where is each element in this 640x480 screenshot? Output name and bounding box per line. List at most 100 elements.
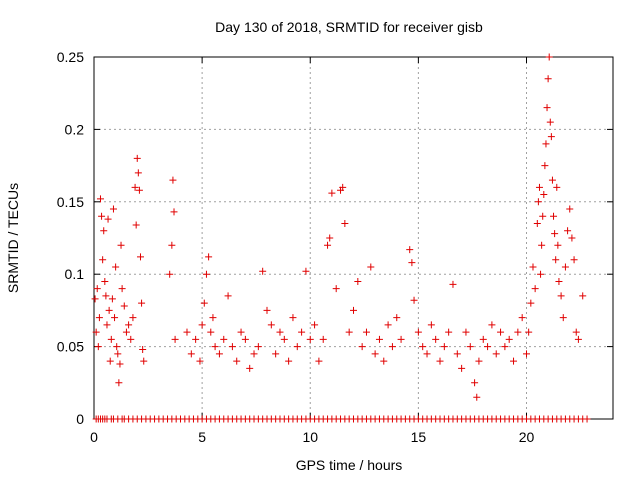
- data-point: [545, 53, 553, 61]
- data-point: [559, 314, 567, 322]
- data-point: [125, 321, 133, 329]
- data-point: [134, 169, 142, 177]
- data-point: [514, 328, 522, 336]
- data-point: [548, 176, 556, 184]
- data-point: [171, 335, 179, 343]
- x-tick-label: 20: [519, 429, 535, 445]
- data-point: [183, 328, 191, 336]
- data-point: [375, 335, 383, 343]
- data-point: [118, 285, 126, 293]
- data-point: [475, 357, 483, 365]
- data-point: [350, 306, 357, 314]
- data-point: [100, 227, 108, 235]
- data-point: [547, 133, 555, 141]
- data-point: [120, 302, 128, 310]
- data-point: [111, 314, 119, 322]
- data-point: [116, 360, 124, 368]
- data-point: [196, 357, 204, 365]
- data-point: [423, 350, 431, 358]
- data-point: [529, 263, 537, 271]
- data-point: [109, 205, 117, 213]
- data-point: [462, 328, 470, 336]
- data-point: [397, 335, 405, 343]
- data-point: [572, 328, 580, 336]
- data-point: [91, 295, 99, 303]
- data-point: [371, 350, 379, 358]
- data-point: [106, 357, 114, 365]
- y-tick-label: 0.05: [57, 339, 84, 355]
- data-point: [267, 321, 275, 329]
- data-point: [311, 321, 319, 329]
- data-point: [551, 230, 559, 238]
- data-point: [539, 212, 547, 220]
- data-point: [302, 267, 310, 275]
- data-point: [393, 314, 401, 322]
- data-point: [484, 343, 492, 351]
- data-point: [561, 263, 569, 271]
- data-point: [557, 292, 565, 300]
- data-point: [531, 285, 539, 293]
- data-point: [473, 393, 481, 401]
- data-point: [328, 189, 336, 197]
- data-point: [510, 357, 518, 365]
- data-point: [298, 328, 306, 336]
- data-point: [135, 186, 143, 194]
- data-point: [94, 343, 102, 351]
- y-tick-label: 0.2: [65, 121, 85, 137]
- x-tick-label: 15: [411, 429, 427, 445]
- data-point: [107, 335, 115, 343]
- chart-title: Day 130 of 2018, SRMTID for receiver gis…: [215, 19, 483, 35]
- data-point: [166, 270, 174, 278]
- data-point: [104, 215, 112, 223]
- data-point: [202, 270, 210, 278]
- data-point: [574, 335, 582, 343]
- data-point: [276, 328, 284, 336]
- data-point: [527, 299, 535, 307]
- data-point: [102, 292, 110, 300]
- data-point: [140, 357, 148, 365]
- data-point: [583, 415, 591, 423]
- data-point: [497, 328, 505, 336]
- data-point: [339, 183, 347, 191]
- data-point: [380, 357, 388, 365]
- data-point: [315, 357, 323, 365]
- data-point: [419, 343, 427, 351]
- data-point: [406, 246, 414, 254]
- data-point: [306, 335, 314, 343]
- data-point: [187, 350, 195, 358]
- data-point: [99, 256, 107, 264]
- data-point: [103, 321, 111, 329]
- axes: 0 5 10 15 20 0 0.05 0.1 0.15 0.2 0.25: [57, 49, 614, 445]
- data-point: [112, 263, 120, 271]
- data-point: [436, 357, 444, 365]
- data-point: [471, 379, 479, 387]
- data-point: [453, 350, 461, 358]
- data-point: [568, 234, 576, 242]
- data-point: [388, 343, 396, 351]
- y-axis-label: SRMTID / TECUs: [5, 183, 21, 293]
- grid: [94, 57, 613, 419]
- x-tick-label: 10: [302, 429, 318, 445]
- data-point: [408, 259, 416, 267]
- data-point: [492, 350, 500, 358]
- data-point: [466, 343, 474, 351]
- data-point: [554, 241, 562, 249]
- data-point: [534, 198, 542, 206]
- data-point: [445, 328, 453, 336]
- data-point: [224, 292, 232, 300]
- x-tick-label: 5: [198, 429, 206, 445]
- data-point: [133, 154, 141, 162]
- data-point: [553, 183, 561, 191]
- data-point: [220, 335, 228, 343]
- data-point: [95, 314, 103, 322]
- data-point: [414, 328, 422, 336]
- data-point: [324, 241, 332, 249]
- data-point: [332, 285, 340, 293]
- data-point: [170, 208, 178, 216]
- data-point: [550, 212, 558, 220]
- data-point: [215, 350, 223, 358]
- data-point: [488, 321, 496, 329]
- data-point: [237, 328, 245, 336]
- y-tick-label: 0.1: [65, 266, 85, 282]
- data-point: [114, 350, 122, 358]
